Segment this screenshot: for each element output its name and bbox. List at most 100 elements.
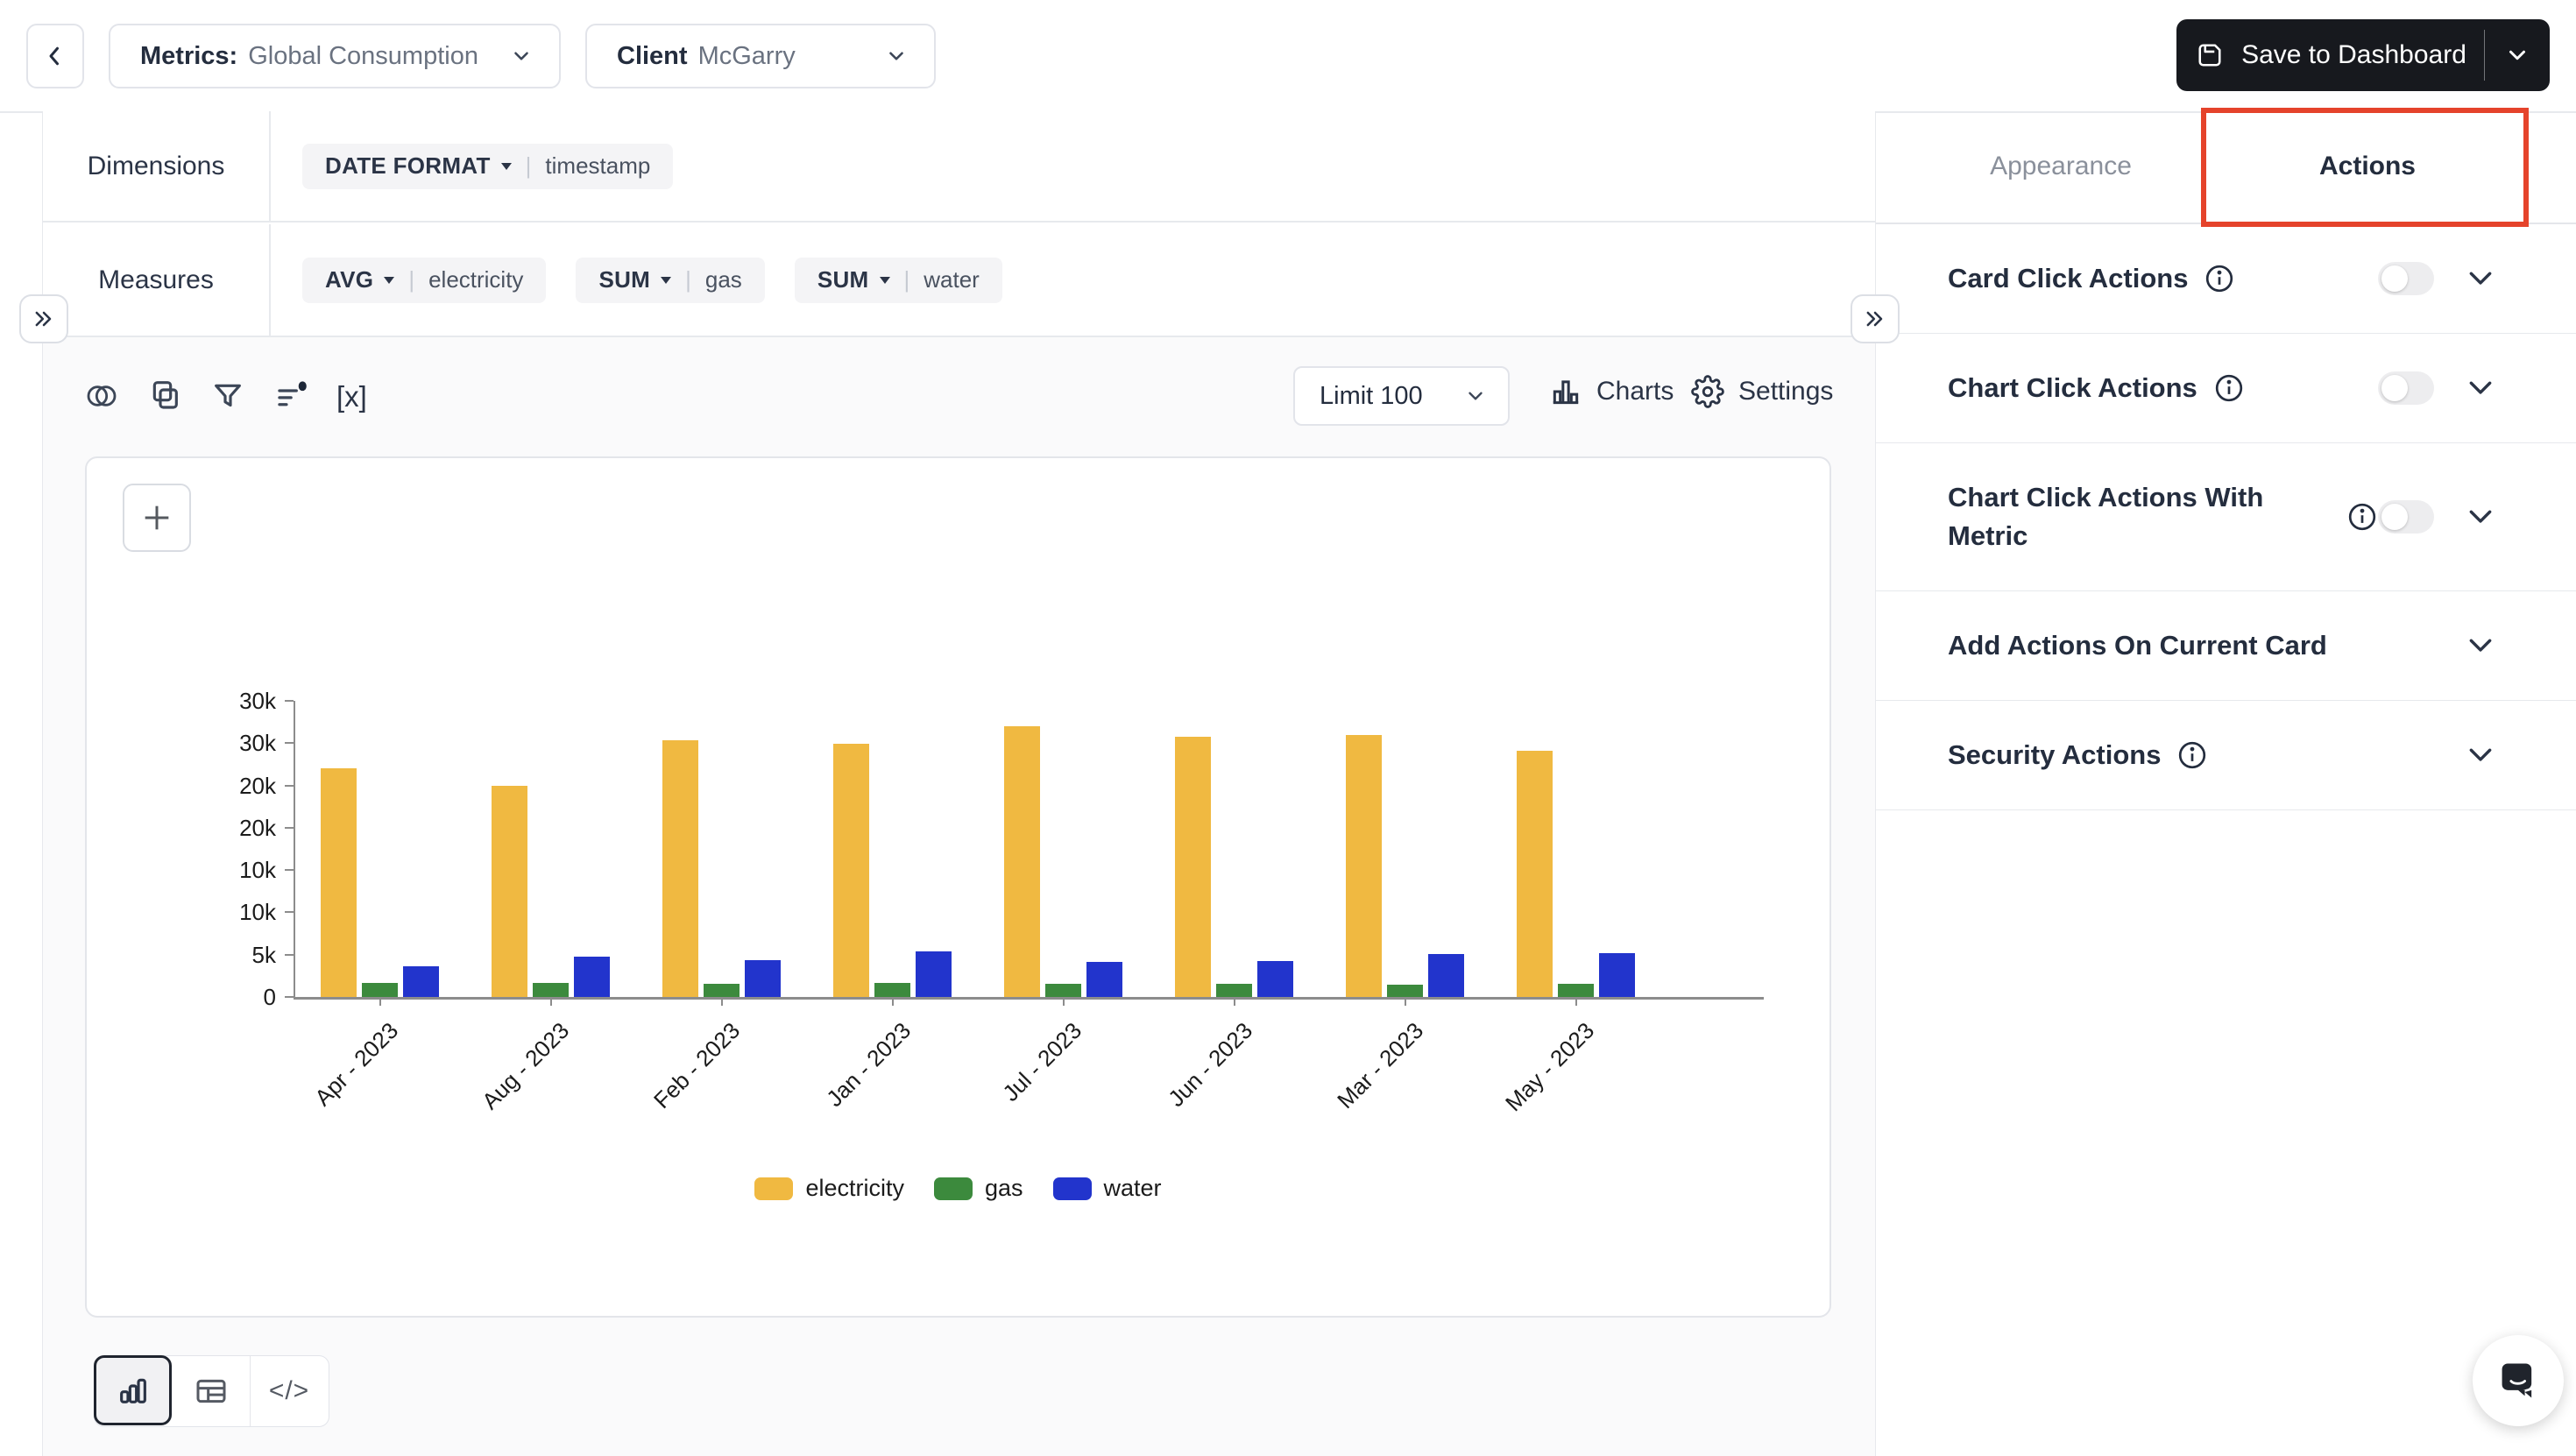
- info-icon[interactable]: [2213, 372, 2245, 404]
- x-tick-mark: [892, 997, 894, 1006]
- y-tick-label: 20k: [239, 814, 276, 841]
- legend-label: water: [1103, 1175, 1162, 1201]
- legend-item-water[interactable]: water: [1052, 1175, 1162, 1202]
- toggle-knob: [2381, 375, 2408, 401]
- charts-button[interactable]: Charts: [1549, 375, 1674, 408]
- electricity-bar: [662, 740, 698, 997]
- measure-chip[interactable]: SUM | water: [794, 257, 1002, 303]
- y-tick-mark: [285, 826, 294, 829]
- settings-button[interactable]: Settings: [1691, 375, 1833, 408]
- tab-appearance[interactable]: Appearance: [1990, 152, 2132, 180]
- table-view-button[interactable]: [172, 1356, 250, 1426]
- caret-down-icon: [500, 162, 512, 170]
- electricity-bar: [1517, 750, 1553, 997]
- toggle-switch[interactable]: [2378, 500, 2434, 534]
- measure-aggregation: SUM: [598, 266, 651, 293]
- right-panel-border: [1875, 111, 1876, 1456]
- collapse-right-panel-button[interactable]: [1851, 294, 1900, 343]
- y-tick-label: 30k: [239, 688, 276, 714]
- client-dropdown[interactable]: Client McGarry: [585, 24, 936, 88]
- panel-left-border: [42, 111, 43, 1456]
- annotation-highlight-box: [2201, 108, 2529, 227]
- x-axis-label: Apr - 2023: [309, 1017, 404, 1112]
- limit-dropdown[interactable]: Limit 100: [1293, 366, 1510, 426]
- chevron-down-icon: [1464, 385, 1487, 407]
- chip-divider: |: [525, 152, 532, 179]
- code-icon: </>: [268, 1376, 310, 1405]
- venn-icon[interactable]: [84, 378, 119, 418]
- measures-row: Measures AVG | electricity SUM | gas SUM | water: [43, 224, 1875, 337]
- y-tick-label: 20k: [239, 772, 276, 799]
- caret-down-icon: [661, 276, 672, 284]
- chip-divider: |: [903, 266, 910, 293]
- y-tick-mark: [285, 784, 294, 787]
- y-tick-label: 5k: [251, 941, 276, 968]
- save-options-button[interactable]: [2485, 42, 2550, 68]
- info-icon[interactable]: [2176, 739, 2208, 771]
- toggle-switch[interactable]: [2378, 371, 2434, 405]
- legend-item-electricity[interactable]: electricity: [754, 1175, 904, 1202]
- filter-icon[interactable]: [210, 378, 245, 418]
- double-chevron-right-icon: [35, 311, 52, 327]
- info-icon[interactable]: [2346, 501, 2378, 533]
- legend-label: electricity: [805, 1175, 904, 1201]
- y-tick-mark: [285, 996, 294, 998]
- row-controls: [2467, 637, 2494, 654]
- water-bar: [745, 959, 781, 997]
- x-tick-mark: [379, 997, 381, 1006]
- bar-chart: 0 5k 10k 10k 20k 20k 30k 30k Apr - 2023 Aug - 202…: [85, 456, 1831, 1318]
- bar-chart-icon: [119, 1378, 146, 1403]
- gas-bar: [362, 982, 398, 997]
- gas-bar: [1558, 983, 1594, 997]
- action-row-label: Security Actions: [1948, 739, 2162, 770]
- save-button-divider: [2484, 30, 2485, 81]
- chart-view-button[interactable]: [94, 1355, 172, 1425]
- chat-widget-button[interactable]: [2473, 1335, 2564, 1426]
- chevron-down-icon[interactable]: [2467, 270, 2494, 286]
- save-to-dashboard-button[interactable]: Save to Dashboard: [2176, 19, 2550, 91]
- variable-x-icon[interactable]: [x]: [336, 380, 367, 413]
- sort-lines-icon[interactable]: [273, 378, 310, 420]
- electricity-bar: [1004, 725, 1040, 997]
- dimension-aggregation: DATE FORMAT: [325, 152, 491, 179]
- code-view-button[interactable]: </>: [250, 1356, 328, 1426]
- action-row-label: Chart Click Actions: [1948, 372, 2197, 403]
- chevron-down-icon[interactable]: [2467, 746, 2494, 763]
- measure-field: gas: [704, 266, 742, 293]
- action-row-label: Chart Click Actions With Metric: [1948, 482, 2264, 551]
- back-button[interactable]: [26, 24, 84, 88]
- toggle-switch[interactable]: [2378, 262, 2434, 295]
- gas-bar: [533, 982, 569, 997]
- duplicate-icon[interactable]: [147, 377, 182, 416]
- client-label: Client: [617, 41, 688, 70]
- metrics-dropdown[interactable]: Metrics: Global Consumption: [109, 24, 561, 88]
- chevron-down-icon[interactable]: [2467, 508, 2494, 525]
- action-row-2: Chart Click Actions: [1876, 334, 2576, 443]
- x-tick-mark: [1234, 997, 1235, 1006]
- chevron-down-icon[interactable]: [2467, 379, 2494, 396]
- chevron-down-icon[interactable]: [2467, 637, 2494, 654]
- x-axis-label: Jan - 2023: [821, 1017, 916, 1113]
- chart-legend: electricity gas water: [85, 1175, 1831, 1202]
- chat-bubble-icon: [2502, 1363, 2532, 1398]
- y-tick-mark: [285, 742, 294, 745]
- legend-label: gas: [984, 1175, 1023, 1201]
- measure-chip[interactable]: AVG | electricity: [302, 257, 547, 303]
- x-tick-mark: [1405, 997, 1406, 1006]
- tab-actions[interactable]: Actions: [2318, 152, 2416, 180]
- action-row-label: Add Actions On Current Card: [1948, 630, 2327, 661]
- zoom-in-button[interactable]: [123, 484, 191, 552]
- dimension-chip[interactable]: DATE FORMAT | timestamp: [302, 143, 674, 189]
- y-tick-label: 30k: [239, 730, 276, 757]
- measure-field: water: [924, 266, 980, 293]
- measure-chip[interactable]: SUM | gas: [576, 257, 765, 303]
- info-icon[interactable]: [2204, 263, 2235, 294]
- y-tick-label: 10k: [239, 857, 276, 884]
- chevron-left-icon: [42, 43, 68, 69]
- collapse-left-panel-button[interactable]: [19, 294, 68, 343]
- legend-item-gas[interactable]: gas: [933, 1175, 1023, 1202]
- chip-divider: |: [685, 266, 691, 293]
- row-controls: [2378, 262, 2494, 295]
- settings-label: Settings: [1738, 377, 1834, 406]
- bar-chart-icon: [1549, 375, 1582, 408]
